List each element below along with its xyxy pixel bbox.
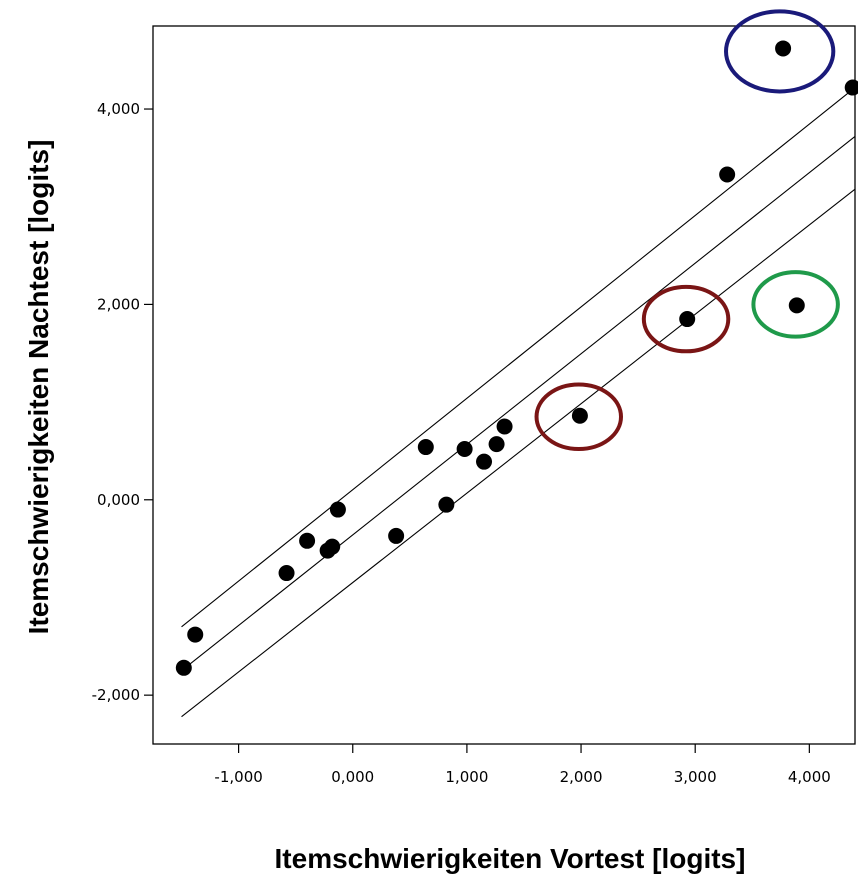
- highlight-circle: [724, 9, 836, 94]
- x-axis: -1,000 0,000 1,000 2,000 3,000 4,000: [214, 744, 831, 786]
- data-point: [719, 166, 736, 183]
- x-tick-label: 0,000: [331, 768, 374, 786]
- data-point: [438, 496, 455, 513]
- highlight-circles: [534, 9, 840, 451]
- fit-line: [181, 188, 856, 718]
- data-point: [788, 297, 805, 314]
- y-tick-label: 2,000: [97, 295, 140, 313]
- x-tick-label: -1,000: [214, 768, 262, 786]
- data-point: [456, 440, 473, 457]
- data-point: [329, 501, 346, 518]
- y-tick-label: 0,000: [97, 491, 140, 509]
- data-point: [476, 453, 493, 470]
- data-point: [496, 418, 513, 435]
- data-point: [388, 527, 405, 544]
- data-points: [175, 40, 858, 676]
- y-axis: -2,000 0,000 2,000 4,000: [92, 100, 153, 704]
- data-point: [679, 311, 696, 328]
- data-point: [417, 439, 434, 456]
- data-point: [187, 626, 204, 643]
- data-point: [488, 436, 505, 453]
- y-tick-label: 4,000: [97, 100, 140, 118]
- x-tick-label: 2,000: [560, 768, 603, 786]
- fit-line: [181, 135, 856, 672]
- highlight-circle: [534, 382, 624, 451]
- data-point: [571, 407, 588, 424]
- data-point: [175, 659, 192, 676]
- highlight-circle: [641, 284, 731, 354]
- y-axis-title: Itemschwierigkeiten Nachtest [logits]: [23, 140, 54, 635]
- data-point: [844, 79, 858, 96]
- data-point: [299, 532, 316, 549]
- y-tick-label: -2,000: [92, 686, 140, 704]
- x-tick-label: 1,000: [445, 768, 488, 786]
- fit-line: [181, 87, 856, 628]
- highlight-circle: [751, 270, 840, 339]
- data-point: [324, 538, 341, 555]
- x-tick-label: 3,000: [674, 768, 717, 786]
- x-tick-label: 4,000: [788, 768, 831, 786]
- fit-lines: [181, 87, 856, 718]
- data-point: [775, 40, 792, 57]
- plot-frame: [152, 25, 856, 745]
- data-point: [278, 565, 295, 582]
- x-axis-title: Itemschwierigkeiten Vortest [logits]: [275, 843, 746, 874]
